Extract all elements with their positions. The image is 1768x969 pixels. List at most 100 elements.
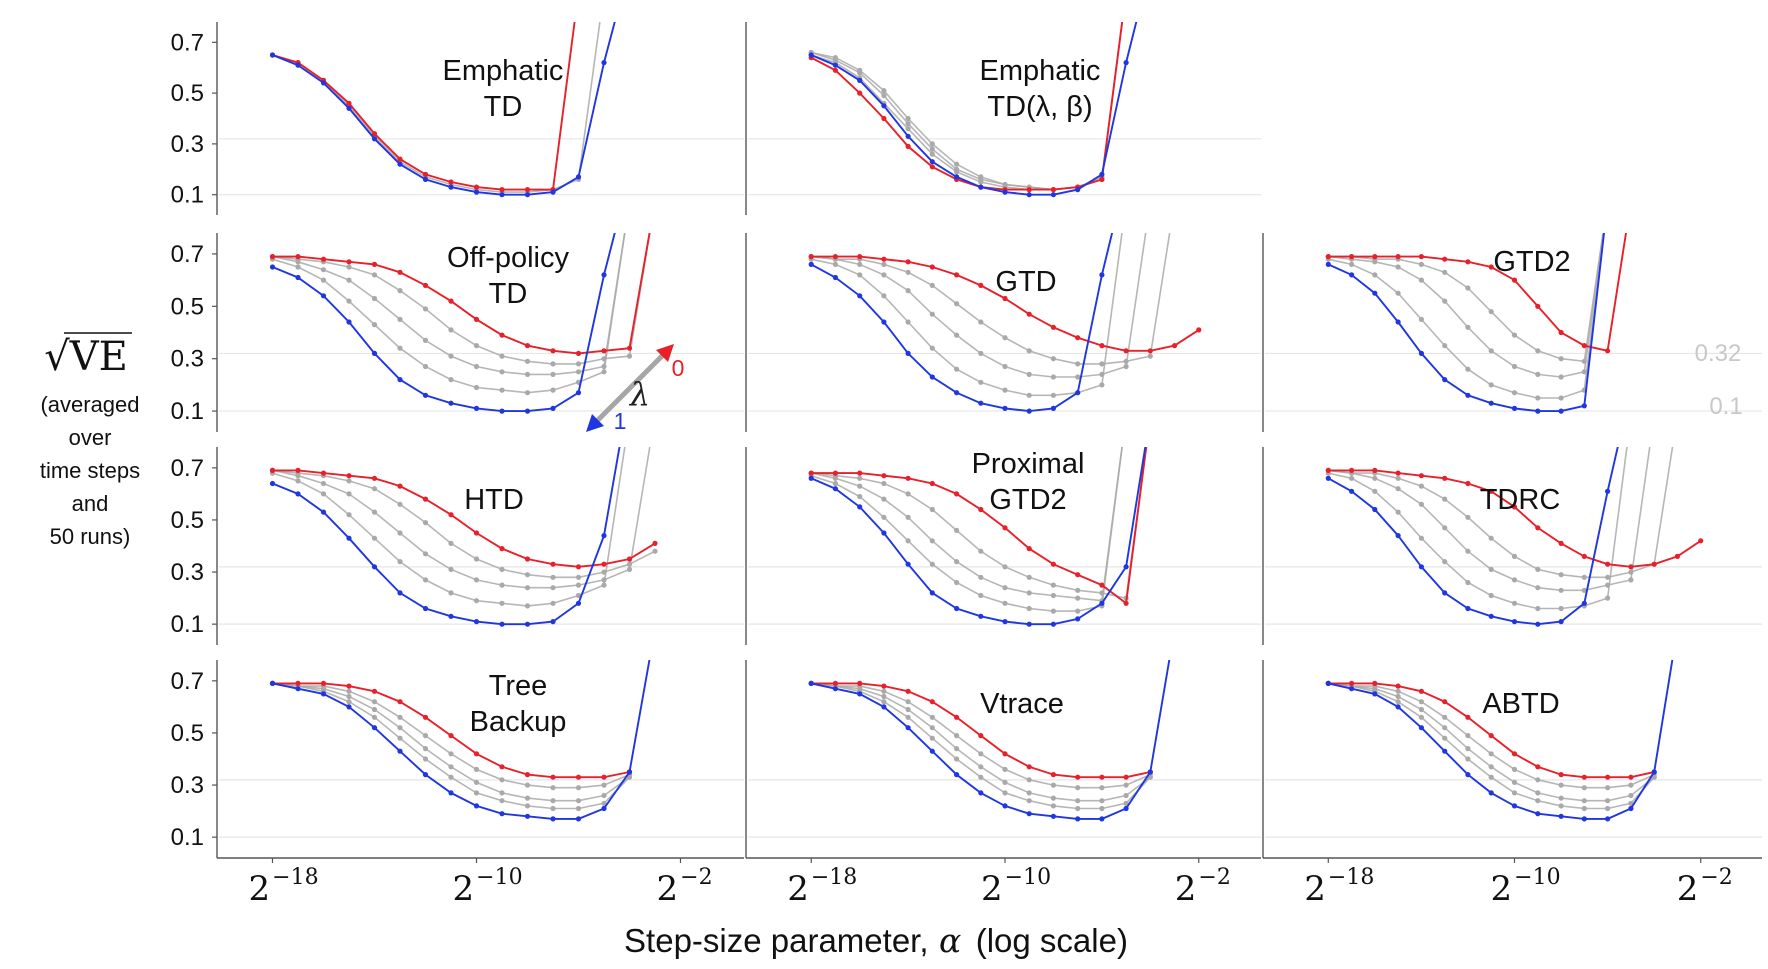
data-point [1147,769,1153,775]
y-tick-label: 0.7 [171,668,204,695]
data-point [346,264,352,270]
data-point [1488,488,1494,494]
data-point [1488,592,1494,599]
data-point [1050,324,1056,330]
series-group [269,233,651,414]
data-point [978,282,984,288]
data-point [1372,290,1378,296]
data-point [1075,616,1081,622]
data-point [929,561,935,567]
series-line [272,233,626,376]
data-point [1628,805,1634,812]
panel-title-line: GTD [995,266,1056,298]
panel-title-line: TD [489,278,528,310]
data-point [320,491,327,497]
data-point [422,756,429,762]
data-point [954,166,960,172]
data-point [397,699,403,705]
data-point [1465,605,1471,612]
data-point [808,475,814,481]
data-point [1002,387,1008,393]
data-point [1002,525,1008,531]
series-line [1327,233,1605,413]
data-point [575,350,582,356]
data-point [550,361,556,367]
data-point [929,714,935,720]
data-point [1395,319,1401,325]
data-point [1418,483,1424,489]
data-point [1418,254,1424,260]
data-point [1488,790,1494,796]
data-point [1002,766,1008,773]
data-point [524,408,531,414]
data-point [295,680,301,687]
data-point [1605,774,1611,780]
data-point [1395,509,1401,515]
data-point [832,67,839,73]
data-point [1123,792,1129,799]
series-group [1325,660,1674,822]
data-point [1651,774,1657,780]
data-point [1349,254,1355,260]
data-point [905,561,911,567]
data-point [1511,619,1518,625]
data-point [1349,488,1355,494]
lambda-arrow-shaft [595,353,665,423]
data-point [1558,329,1564,336]
data-point [1050,582,1056,588]
data-point [652,548,658,554]
data-point [1605,348,1611,354]
data-point [881,699,887,705]
data-point [954,366,960,372]
data-point [448,377,454,383]
data-point [1075,390,1081,396]
data-point [575,798,582,804]
data-point [857,293,863,299]
data-point [1605,574,1611,580]
data-point [978,733,984,739]
data-point [1628,774,1634,780]
panel-title-line: GTD2 [989,484,1066,516]
data-point [978,751,984,757]
data-point [346,478,352,484]
data-point [269,467,276,473]
data-point [1418,714,1424,720]
y-tick-label: 0.5 [171,293,204,320]
data-point [601,782,607,788]
data-point [524,621,531,627]
data-point [1535,408,1541,414]
data-point [881,93,887,99]
data-point [1325,467,1331,473]
data-point [473,363,480,370]
series-line [810,660,1171,820]
series-line [810,22,1138,196]
data-point [1002,405,1008,411]
data-point [1442,256,1448,262]
data-point [422,605,429,612]
data-point [954,332,960,338]
data-point [929,374,935,380]
data-point [473,803,480,809]
data-point [1050,187,1056,193]
data-point [1050,192,1056,198]
data-point [601,582,607,588]
data-point [422,176,429,182]
data-point [397,559,403,565]
data-point [954,174,960,180]
data-point [881,683,887,689]
series-line [811,447,1123,602]
data-point [1123,348,1129,354]
data-point [473,577,480,583]
data-point [1026,811,1032,817]
data-point [1099,798,1105,804]
data-point [422,520,429,526]
series-line [272,469,656,568]
data-point [857,680,863,687]
y-tick-label: 0.3 [171,559,204,586]
reference-label-01: 0.1 [1709,393,1742,420]
data-point [1075,774,1081,780]
data-point [1442,748,1448,754]
series-line [811,233,1171,365]
data-point [397,590,403,596]
data-point [1442,714,1448,720]
